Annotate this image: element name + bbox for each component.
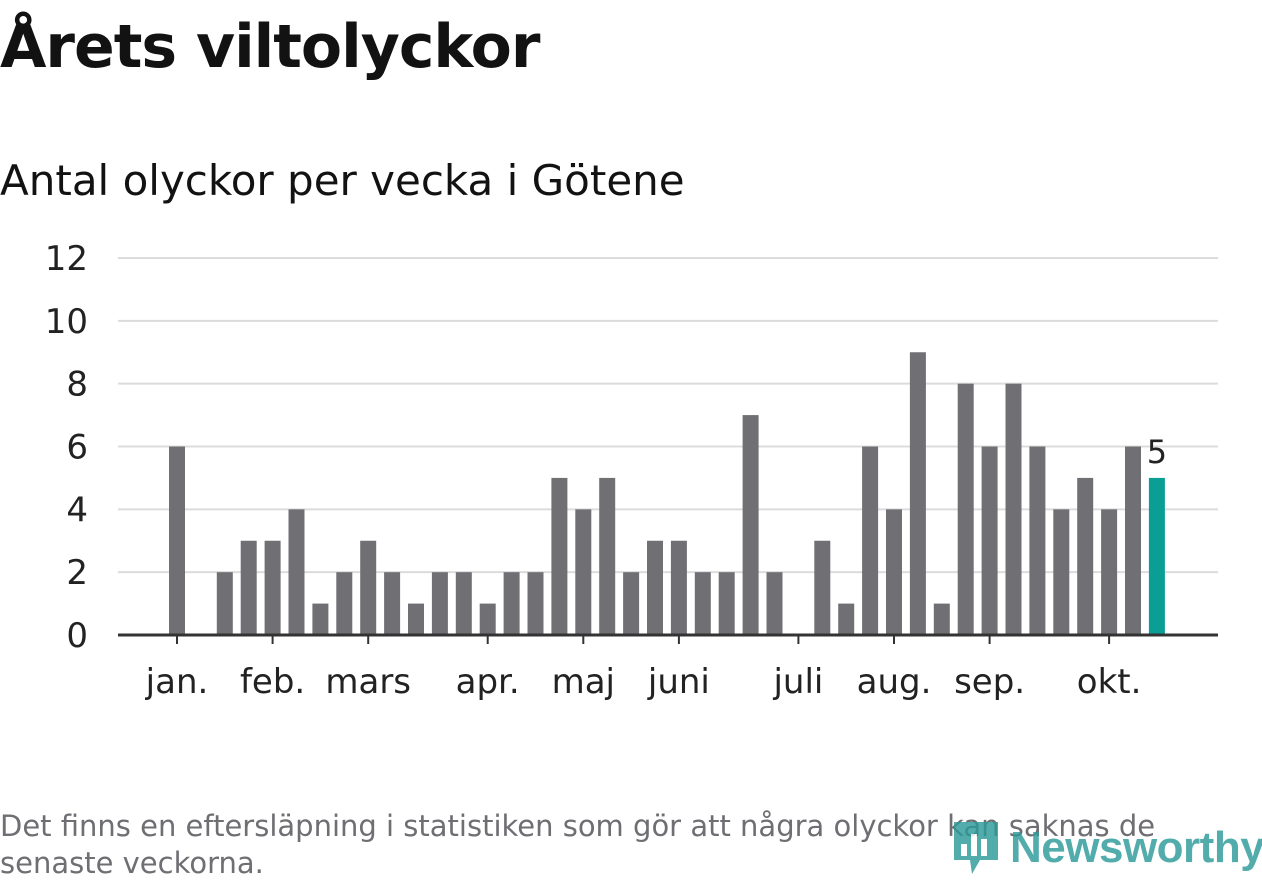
bar-week-39 [1077, 477, 1094, 635]
highlight-value-label: 5 [1147, 433, 1167, 471]
bar-week-1 [169, 446, 185, 635]
x-tick-label-aug.: aug. [857, 662, 932, 702]
bar-week-19 [599, 477, 616, 635]
x-tick-label-sep.: sep. [954, 662, 1025, 702]
y-tick-label-6: 6 [66, 428, 88, 468]
bar-week-13 [455, 572, 472, 635]
bar-week-31 [886, 509, 902, 635]
x-tick-label-jan.: jan. [145, 662, 209, 702]
x-tick-label-feb.: feb. [240, 662, 305, 702]
bar-week-25 [742, 415, 759, 635]
bar-week-7 [312, 603, 329, 635]
bar-week-41 [1125, 446, 1141, 635]
bar-week-16 [527, 572, 544, 635]
x-tick-label-apr.: apr. [456, 662, 520, 702]
bar-week-8 [336, 572, 353, 635]
bar-week-32 [909, 352, 926, 635]
bar-week-37 [1029, 446, 1046, 635]
bar-week-28 [814, 540, 831, 635]
chart-title: Årets viltolyckor [0, 12, 540, 82]
x-tick-label-juni: juni [647, 662, 710, 702]
y-tick-label-10: 10 [45, 302, 88, 342]
bar-week-9 [360, 540, 377, 635]
bar-week-35 [981, 446, 998, 635]
bar-week-6 [288, 509, 305, 635]
bar-week-3 [216, 572, 233, 635]
bar-week-38 [1053, 509, 1070, 635]
bar-week-20 [623, 572, 640, 635]
x-tick-label-okt.: okt. [1077, 662, 1142, 702]
bar-week-15 [503, 572, 520, 635]
bar-week-22 [670, 540, 687, 635]
y-tick-label-4: 4 [66, 490, 88, 530]
bar-week-33 [933, 603, 950, 635]
bar-latest-week [1148, 477, 1165, 635]
bar-week-34 [957, 383, 974, 635]
bar-week-24 [718, 572, 735, 635]
bar-week-26 [766, 572, 783, 635]
y-tick-label-2: 2 [66, 553, 88, 593]
chart-subtitle: Antal olyckor per vecka i Götene [0, 156, 685, 205]
bar-week-17 [551, 477, 568, 635]
bar-week-29 [838, 603, 855, 635]
y-tick-label-0: 0 [66, 616, 88, 656]
bar-week-10 [384, 572, 401, 635]
bar-week-23 [694, 572, 711, 635]
y-tick-label-12: 12 [45, 239, 88, 279]
bar-week-40 [1101, 509, 1118, 635]
newsworthy-logo-icon [954, 822, 998, 874]
bar-week-4 [240, 540, 257, 635]
bar-week-5 [264, 540, 281, 635]
y-tick-label-8: 8 [66, 365, 88, 405]
newsworthy-logo-text: Newsworthy [1010, 823, 1262, 872]
bar-chart: 0 2 4 6 8 10 12 5 jan. feb. mars apr. maj juni juli aug… [45, 239, 1218, 702]
x-tick-label-juli: juli [772, 662, 823, 702]
bar-week-30 [862, 446, 879, 635]
bar-week-14 [479, 603, 496, 635]
bar-week-11 [408, 603, 424, 635]
x-tick-label-mars: mars [325, 662, 411, 702]
bar-week-12 [431, 572, 448, 635]
bar-week-21 [647, 540, 663, 635]
x-tick-label-maj: maj [552, 662, 615, 702]
bar-week-18 [575, 509, 592, 635]
newsworthy-logo: Newsworthy [950, 818, 1262, 878]
bar-week-36 [1005, 383, 1022, 635]
